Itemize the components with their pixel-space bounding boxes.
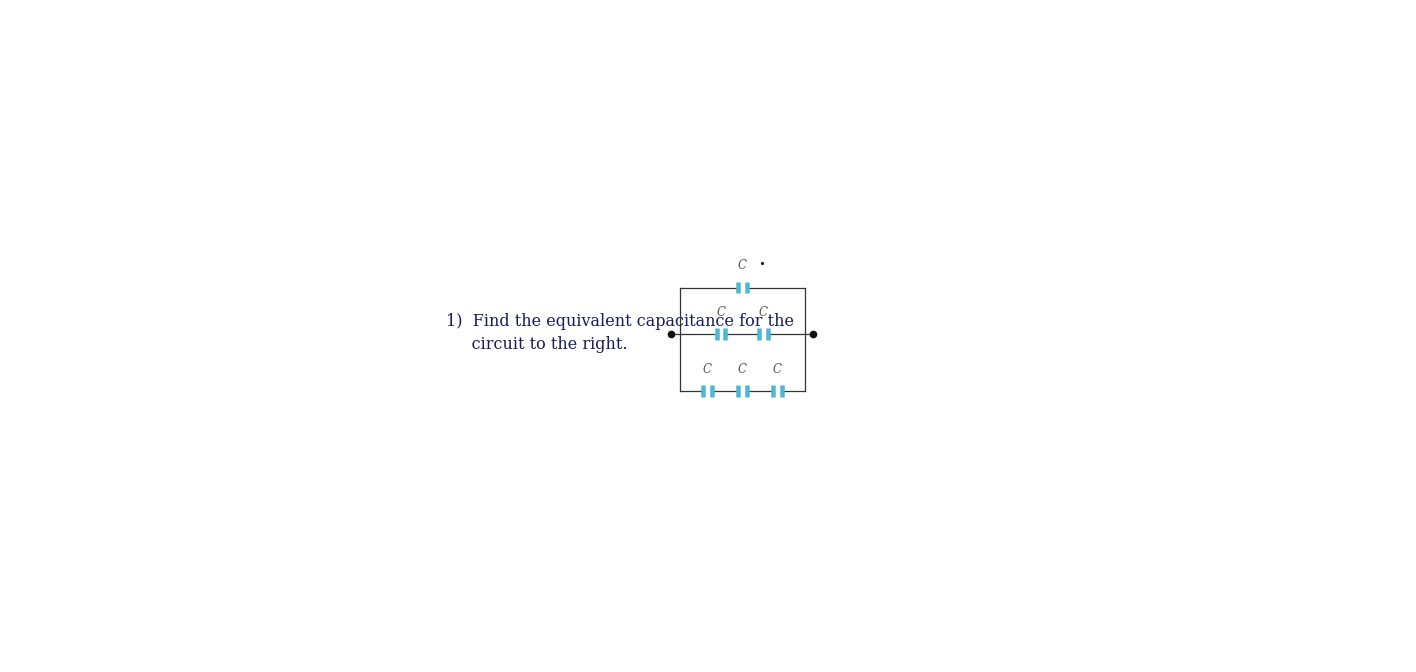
Text: C: C bbox=[738, 259, 746, 272]
Text: C: C bbox=[759, 306, 767, 319]
Text: C: C bbox=[702, 363, 712, 376]
Text: C: C bbox=[738, 363, 746, 376]
Text: circuit to the right.: circuit to the right. bbox=[446, 336, 627, 353]
Text: C: C bbox=[716, 306, 725, 319]
Text: 1)  Find the equivalent capacitance for the: 1) Find the equivalent capacitance for t… bbox=[446, 312, 794, 330]
Text: C: C bbox=[773, 363, 782, 376]
